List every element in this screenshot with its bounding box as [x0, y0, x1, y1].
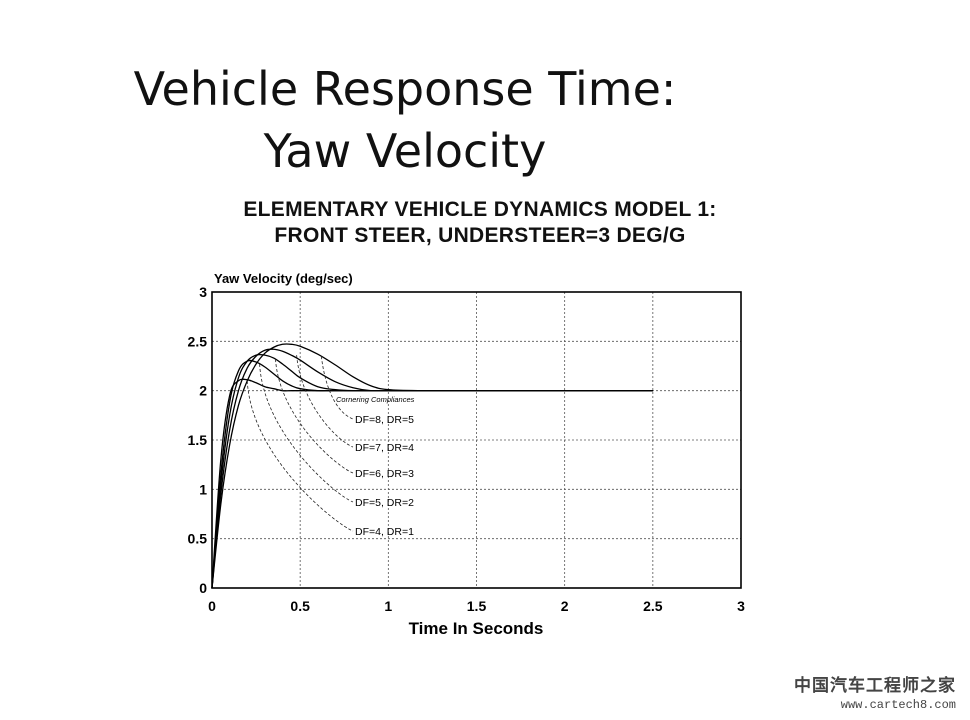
- chart-title-line1: ELEMENTARY VEHICLE DYNAMICS MODEL 1:: [243, 198, 717, 221]
- series-label-4: DF=5, DR=2: [355, 497, 414, 509]
- series-label-2: DF=7, DR=4: [355, 442, 414, 454]
- x-axis-label: Time In Seconds: [409, 619, 544, 638]
- x-tick-label: 0: [208, 598, 216, 614]
- x-tick-label: 1: [384, 598, 392, 614]
- series-label-5: DF=4, DR=1: [355, 526, 414, 538]
- y-tick-label: 3: [199, 284, 207, 300]
- series-labels: DF=8, DR=5 DF=7, DR=4 DF=6, DR=3 DF=5, DR=2…: [355, 414, 414, 538]
- x-tick-label: 0.5: [290, 598, 310, 614]
- series-label-3: DF=6, DR=3: [355, 468, 414, 480]
- x-tick-label: 2: [561, 598, 569, 614]
- slide-title: Vehicle Response Time: Yaw Velocity: [0, 58, 810, 182]
- chart-title-line2: FRONT STEER, UNDERSTEER=3 DEG/G: [274, 224, 686, 247]
- plot-frame: [211, 291, 742, 589]
- leader-line-4: [259, 364, 354, 503]
- series-line-2: [211, 348, 653, 589]
- watermark: 中国汽车工程师之家 www.cartech8.com: [794, 671, 956, 712]
- series-label-1: DF=8, DR=5: [355, 414, 414, 426]
- slide-title-line2: Yaw Velocity: [263, 124, 547, 178]
- series-line-1: [211, 343, 653, 589]
- y-tick-label: 2.5: [188, 333, 208, 349]
- watermark-site-name: 中国汽车工程师之家: [794, 676, 956, 696]
- series-lines: [211, 343, 653, 589]
- y-tick-label: 0: [199, 580, 207, 596]
- x-tick-label: 2.5: [643, 598, 663, 614]
- annotation-header: Cornering Compliances: [336, 395, 415, 404]
- y-tick-label: 0.5: [188, 531, 208, 547]
- series-line-5: [211, 378, 653, 589]
- leader-line-3: [275, 359, 354, 474]
- x-tick-label: 1.5: [467, 598, 487, 614]
- watermark-url: www.cartech8.com: [840, 698, 956, 712]
- y-tick-label: 2: [199, 383, 207, 399]
- chart-title: ELEMENTARY VEHICLE DYNAMICS MODEL 1: FRO…: [205, 197, 755, 249]
- x-tick-label: 3: [737, 598, 745, 614]
- grid: [212, 292, 741, 588]
- series-line-4: [211, 359, 653, 589]
- leader-line-2: [296, 355, 354, 448]
- slide-title-line1: Vehicle Response Time:: [133, 62, 677, 116]
- annotation-leaders: [246, 355, 354, 532]
- tick-labels: 0 0.5 1 1.5 2 2.5 3 0 0.5 1 1.5 2 2.5 3: [188, 284, 746, 614]
- leader-line-5: [246, 380, 354, 532]
- y-tick-label: 1: [199, 481, 207, 497]
- y-axis-label: Yaw Velocity (deg/sec): [214, 271, 353, 286]
- y-tick-label: 1.5: [188, 432, 208, 448]
